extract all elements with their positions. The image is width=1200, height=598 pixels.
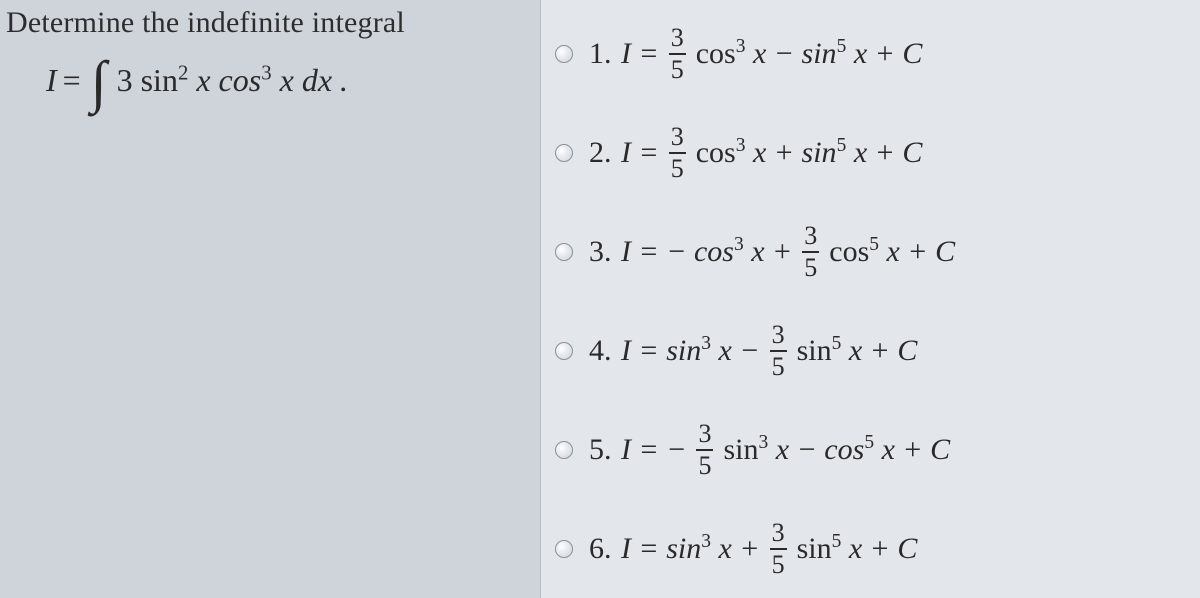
- pow-b: 5: [837, 135, 847, 156]
- tail: x + C: [841, 532, 917, 565]
- option-6[interactable]: 6. I = sin3 x + 3 5 sin5 x + C: [541, 499, 1200, 598]
- frac-num: 3: [669, 124, 686, 154]
- option-number: 2.: [589, 136, 621, 170]
- integral-sign: ∫: [91, 56, 107, 108]
- option-2[interactable]: 2. I = 3 5 cos3 x + sin5 x + C: [541, 103, 1200, 202]
- option-number: 6.: [589, 532, 621, 566]
- integral-expression: I = ∫ 3 sin2 x cos3 x dx .: [46, 54, 530, 106]
- option-1[interactable]: 1. I = 3 5 cos3 x − sin5 x + C: [541, 4, 1200, 103]
- option-number: 4.: [589, 334, 621, 368]
- option-3[interactable]: 3. I = − cos3 x + 3 5 cos5 x + C: [541, 202, 1200, 301]
- frac-den: 5: [770, 550, 787, 578]
- frac-den: 5: [770, 352, 787, 380]
- option-formula: I = sin3 x + 3 5 sin5 x + C: [621, 520, 917, 578]
- pow-b: 5: [832, 531, 842, 552]
- pow-a: 3: [701, 531, 711, 552]
- option-formula: I = 3 5 cos3 x − sin5 x + C: [621, 25, 922, 83]
- fn-a: sin: [723, 433, 758, 466]
- option-formula: I = − 3 5 sin3 x − cos5 x + C: [621, 421, 950, 479]
- term-a: I = − cos3 x +: [621, 235, 792, 269]
- frac-num: 3: [770, 520, 787, 550]
- pow-a: 3: [701, 333, 711, 354]
- option-number: 3.: [589, 235, 621, 269]
- fraction: 3 5: [669, 25, 686, 83]
- frac-num: 3: [802, 223, 819, 253]
- options-panel: 1. I = 3 5 cos3 x − sin5 x + C 2. I = 3 …: [540, 0, 1200, 598]
- option-5[interactable]: 5. I = − 3 5 sin3 x − cos5 x + C: [541, 400, 1200, 499]
- fraction: 3 5: [770, 322, 787, 380]
- integrand-mid: x cos: [188, 62, 261, 98]
- tail: x + C: [846, 136, 922, 169]
- frac-num: 3: [770, 322, 787, 352]
- fraction: 3 5: [669, 124, 686, 182]
- lead: I = −: [621, 433, 686, 467]
- option-number: 1.: [589, 37, 621, 71]
- term-b: sin5 x + C: [797, 334, 918, 368]
- integrand-cos-power: 3: [261, 61, 271, 84]
- post-a: x + sin: [745, 136, 836, 169]
- tail: x + C: [841, 334, 917, 367]
- term-a: I = sin3 x −: [621, 334, 760, 368]
- lead: I = − cos: [621, 235, 734, 268]
- pow-b: 5: [864, 432, 874, 453]
- fraction: 3 5: [696, 421, 713, 479]
- term-b: sin5 x + C: [797, 532, 918, 566]
- pow-b: 5: [837, 36, 847, 57]
- option-formula: I = sin3 x − 3 5 sin5 x + C: [621, 322, 917, 380]
- equals-sign: =: [63, 62, 81, 99]
- frac-den: 5: [696, 451, 713, 479]
- lead: I = sin: [621, 532, 701, 565]
- fn-b: cos: [829, 235, 869, 268]
- lhs-I: I: [46, 62, 57, 99]
- post-a: x +: [744, 235, 793, 268]
- radio-icon[interactable]: [555, 441, 573, 459]
- term-b: cos5 x + C: [829, 235, 955, 269]
- post-a: x −: [711, 334, 760, 367]
- tail: x + C: [846, 37, 922, 70]
- fn-a: cos: [696, 136, 736, 169]
- pow-a: 3: [734, 234, 744, 255]
- question-panel: Determine the indefinite integral I = ∫ …: [0, 0, 540, 598]
- pow-a: 3: [759, 432, 769, 453]
- tail: x + C: [874, 433, 950, 466]
- lead: I = sin: [621, 334, 701, 367]
- option-number: 5.: [589, 433, 621, 467]
- integrand: 3 sin2 x cos3 x dx .: [117, 62, 348, 99]
- integrand-suffix: x dx .: [272, 62, 348, 98]
- fraction: 3 5: [802, 223, 819, 281]
- post-a: x − sin: [745, 37, 836, 70]
- option-formula: I = − cos3 x + 3 5 cos5 x + C: [621, 223, 955, 281]
- frac-den: 5: [802, 253, 819, 281]
- term-a: I = sin3 x +: [621, 532, 760, 566]
- pow-b: 5: [869, 234, 879, 255]
- lead: I =: [621, 136, 659, 170]
- fraction: 3 5: [770, 520, 787, 578]
- radio-icon[interactable]: [555, 45, 573, 63]
- radio-icon[interactable]: [555, 342, 573, 360]
- fn-b: sin: [797, 532, 832, 565]
- fn-a: cos: [696, 37, 736, 70]
- option-formula: I = 3 5 cos3 x + sin5 x + C: [621, 124, 922, 182]
- pow-b: 5: [832, 333, 842, 354]
- option-4[interactable]: 4. I = sin3 x − 3 5 sin5 x + C: [541, 301, 1200, 400]
- question-prompt: Determine the indefinite integral: [6, 6, 530, 40]
- frac-num: 3: [669, 25, 686, 55]
- radio-icon[interactable]: [555, 540, 573, 558]
- frac-num: 3: [696, 421, 713, 451]
- integrand-prefix: 3 sin: [117, 62, 178, 98]
- radio-icon[interactable]: [555, 144, 573, 162]
- tail: x + C: [879, 235, 955, 268]
- lead: I =: [621, 37, 659, 71]
- post-a: x − cos: [768, 433, 864, 466]
- fn-b: sin: [797, 334, 832, 367]
- frac-den: 5: [669, 55, 686, 83]
- term-a: cos3 x + sin5 x + C: [696, 136, 923, 170]
- frac-den: 5: [669, 154, 686, 182]
- radio-icon[interactable]: [555, 243, 573, 261]
- integrand-sin-power: 2: [178, 61, 188, 84]
- post-a: x +: [711, 532, 760, 565]
- term-a: cos3 x − sin5 x + C: [696, 37, 923, 71]
- term-a: sin3 x − cos5 x + C: [723, 433, 950, 467]
